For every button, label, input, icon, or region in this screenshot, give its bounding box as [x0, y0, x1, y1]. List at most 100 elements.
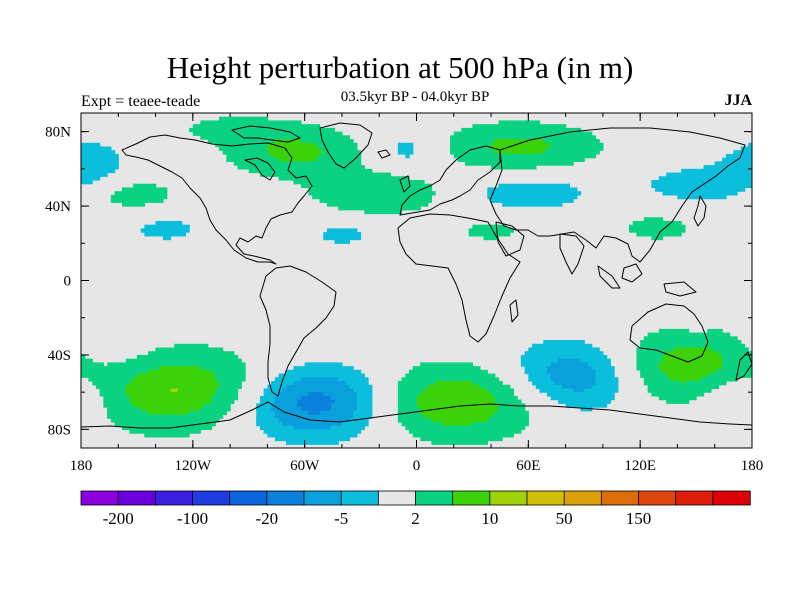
field-cell [520, 362, 552, 367]
field-cell [420, 392, 492, 397]
coastline-arabia [495, 221, 525, 257]
field-cell [524, 351, 604, 356]
field-cell [487, 191, 582, 196]
field-cell [647, 384, 720, 390]
field-cell [558, 399, 611, 404]
field-cell [274, 395, 302, 401]
field-cell [636, 362, 660, 367]
field-cell [308, 187, 433, 192]
field-cell [140, 407, 201, 412]
field-cell [278, 373, 365, 378]
field-cell [274, 410, 309, 416]
field-cell [397, 388, 425, 393]
field-cell [681, 381, 686, 386]
x-tick-label: 120E [624, 458, 656, 474]
coastline-south-america [259, 265, 337, 397]
field-cell [442, 421, 474, 427]
field-cell [129, 399, 213, 404]
field-cell [595, 377, 619, 382]
field-cell [271, 153, 321, 159]
field-cell [110, 194, 168, 200]
field-cell [401, 377, 500, 382]
field-cell [88, 377, 134, 382]
field-cell [133, 377, 216, 382]
field-cell [293, 366, 354, 371]
field-cell [256, 414, 276, 419]
field-cell [397, 146, 414, 151]
field-cell [643, 336, 738, 341]
field-cell [472, 224, 507, 229]
field-cell [81, 142, 101, 148]
field-cell [271, 403, 298, 408]
field-cell [651, 392, 705, 397]
field-cell [457, 157, 585, 162]
field-cell [248, 168, 373, 174]
y-tick-label: 0 [64, 274, 72, 290]
field-cell [397, 142, 414, 148]
field-cell [491, 198, 574, 203]
field-cell [472, 421, 529, 427]
field-cell [263, 429, 362, 434]
field-cell [148, 369, 213, 375]
colorbar-label: 2 [411, 509, 420, 528]
field-cell [129, 395, 213, 401]
field-cell [550, 373, 597, 378]
field-cell [110, 418, 220, 423]
field-cell [748, 142, 752, 148]
field-cell [315, 142, 358, 148]
x-tick-label: 60W [290, 458, 320, 474]
field-cell [189, 127, 336, 133]
field-cell [703, 165, 752, 170]
field-cell [662, 358, 723, 363]
field-cell [636, 366, 660, 371]
field-cell [148, 351, 235, 356]
field-cell [397, 381, 436, 386]
field-cell [81, 165, 119, 170]
field-cell [81, 150, 116, 155]
field-cell [722, 362, 752, 367]
field-cell [226, 157, 280, 162]
field-cell [405, 425, 526, 430]
field-cell [409, 369, 488, 375]
field-cell [163, 235, 172, 241]
field-cell [591, 384, 619, 390]
field-cell [107, 407, 142, 412]
field-cell [256, 410, 276, 416]
colorbar-box [600, 490, 640, 506]
field-cell [532, 381, 556, 386]
field-cell [636, 354, 664, 360]
field-cell [218, 146, 268, 151]
field-cell [215, 392, 239, 397]
experiment-label: Expt = teaee-teade [81, 93, 201, 110]
field-cell [666, 373, 708, 378]
field-cell [550, 142, 604, 148]
coastline-madagascar [509, 299, 519, 323]
field-cell [218, 381, 242, 386]
field-cell [658, 362, 723, 367]
field-cell [204, 403, 231, 408]
field-cell [397, 403, 418, 408]
coastline-north-america [121, 134, 313, 265]
field-cell [103, 395, 131, 401]
field-cell [92, 381, 131, 386]
field-cell [300, 183, 433, 189]
field-cell [397, 384, 429, 390]
field-cell [528, 347, 600, 352]
field-cell [550, 377, 597, 382]
colorbar-box [526, 490, 565, 506]
field-cell [353, 410, 373, 416]
field-cell [543, 139, 600, 144]
colorbar-label: -200 [103, 509, 134, 528]
field-cell [658, 366, 723, 371]
field-cell [259, 425, 295, 430]
field-cell [628, 224, 686, 229]
field-cell [416, 395, 496, 401]
field-cell [710, 347, 749, 352]
field-cell [300, 139, 354, 144]
field-cell [666, 172, 752, 177]
field-cell [81, 369, 149, 375]
field-cell [714, 369, 752, 375]
field-cell [666, 351, 720, 356]
field-cell [483, 235, 500, 241]
field-cell [282, 421, 343, 427]
